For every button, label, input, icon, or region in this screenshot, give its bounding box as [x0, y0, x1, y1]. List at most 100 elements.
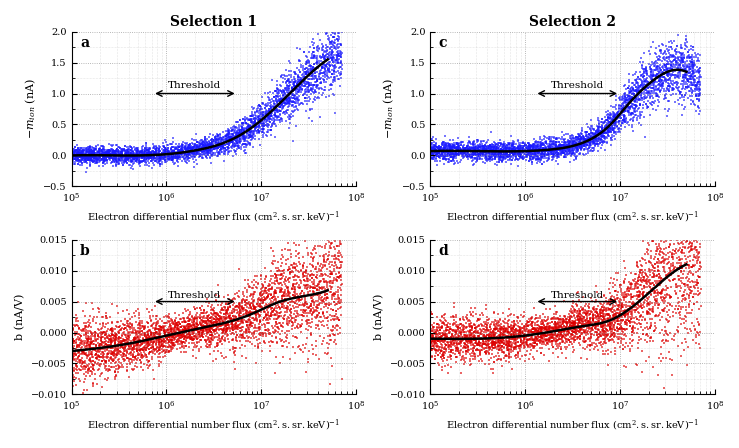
Point	[284, 119, 296, 126]
Point	[188, 148, 200, 155]
Point	[497, 327, 508, 335]
Point	[194, 139, 205, 146]
Point	[430, 151, 442, 159]
Point	[160, 145, 171, 152]
Point	[672, 299, 684, 306]
Point	[183, 332, 195, 340]
Point	[281, 85, 293, 92]
Point	[191, 343, 203, 350]
Point	[695, 74, 706, 81]
Point	[466, 312, 477, 319]
Point	[234, 135, 246, 142]
Point	[486, 319, 498, 326]
Point	[222, 147, 234, 154]
Point	[672, 64, 684, 71]
Point	[522, 322, 534, 329]
Point	[256, 115, 268, 122]
Point	[552, 354, 564, 361]
Point	[578, 142, 590, 149]
Point	[475, 334, 487, 341]
Point	[555, 143, 567, 151]
Point	[278, 110, 290, 117]
Point	[327, 54, 339, 61]
Point	[538, 159, 550, 166]
Point	[543, 345, 555, 352]
Point	[98, 155, 110, 163]
Point	[669, 57, 681, 64]
Point	[522, 342, 534, 349]
Point	[221, 136, 233, 143]
Point	[95, 350, 107, 358]
Point	[656, 287, 668, 294]
Point	[468, 332, 480, 339]
Point	[205, 310, 217, 317]
Point	[455, 139, 467, 146]
Point	[75, 346, 86, 353]
Point	[618, 116, 630, 123]
Point	[593, 135, 605, 142]
Point	[132, 306, 143, 313]
Point	[619, 311, 631, 318]
Point	[191, 142, 203, 150]
Point	[243, 132, 255, 139]
Point	[307, 271, 319, 279]
Point	[196, 319, 208, 327]
Point	[496, 343, 508, 350]
Point	[306, 278, 318, 285]
Point	[137, 157, 149, 164]
Point	[162, 318, 174, 325]
Point	[458, 149, 470, 156]
Point	[460, 344, 472, 351]
Point	[315, 27, 327, 34]
Point	[491, 344, 503, 351]
Point	[561, 328, 573, 335]
Point	[671, 57, 683, 65]
Point	[253, 113, 265, 121]
Point	[624, 308, 636, 315]
Point	[474, 352, 486, 359]
Point	[508, 332, 520, 339]
Point	[310, 284, 321, 291]
Point	[151, 152, 163, 159]
Point	[201, 328, 213, 335]
Point	[555, 145, 567, 152]
Point	[154, 155, 166, 162]
Point	[168, 334, 180, 341]
Point	[137, 325, 149, 332]
Point	[253, 120, 265, 127]
Point	[109, 156, 121, 164]
Point	[230, 319, 242, 326]
Point	[309, 67, 321, 74]
Point	[491, 158, 503, 165]
Point	[227, 126, 239, 133]
Point	[318, 285, 330, 292]
Point	[453, 340, 465, 347]
Point	[432, 330, 443, 337]
Point	[468, 145, 480, 152]
Point	[550, 143, 562, 151]
Point	[627, 299, 638, 306]
Point	[73, 325, 85, 332]
Point	[666, 45, 678, 52]
Point	[575, 308, 587, 315]
Point	[435, 346, 447, 353]
Point	[584, 347, 596, 354]
Point	[82, 323, 94, 331]
Point	[551, 158, 562, 165]
Point	[284, 293, 296, 301]
Point	[109, 151, 121, 158]
Point	[607, 121, 619, 129]
Point	[647, 81, 659, 88]
Point	[157, 345, 168, 353]
Point	[432, 149, 444, 156]
Point	[132, 155, 143, 162]
Point	[630, 76, 642, 83]
Point	[185, 149, 197, 156]
Point	[661, 61, 673, 68]
Point	[607, 115, 619, 122]
Point	[101, 353, 113, 360]
Point	[515, 142, 527, 149]
Point	[278, 109, 290, 116]
Point	[149, 149, 160, 156]
Point	[327, 70, 338, 78]
